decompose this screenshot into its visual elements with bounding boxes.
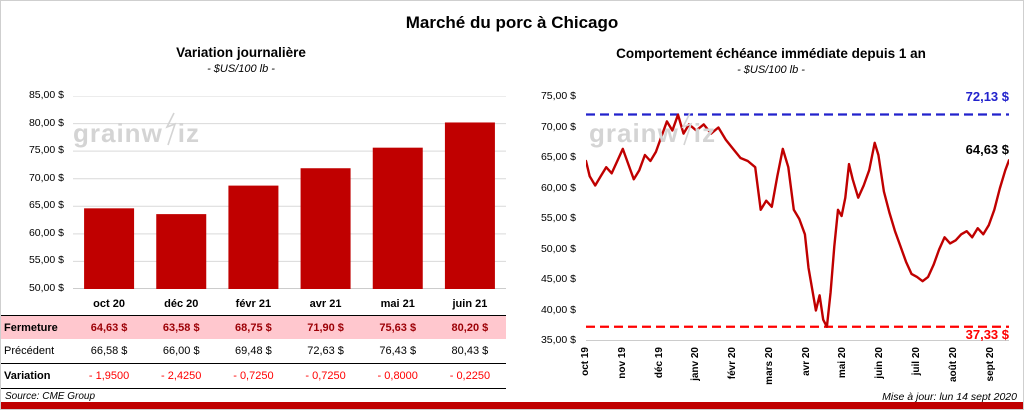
- x-tick-label: janv 20: [690, 347, 702, 381]
- category-label: avr 21: [309, 298, 342, 310]
- bar-chart-plot: [73, 96, 506, 289]
- category-label: oct 20: [93, 298, 125, 310]
- y-tick-label: 45,00 $: [540, 273, 576, 285]
- table-cell: - 1,9500: [88, 370, 130, 382]
- y-tick-label: 85,00 $: [28, 89, 64, 101]
- table-cell: 64,63 $: [90, 321, 128, 334]
- table-row-variation: Variation - 1,9500 - 2,4250 - 0,7250 - 0…: [1, 363, 506, 389]
- bar-chart-title: Variation journalière: [176, 45, 306, 60]
- line-y-axis: 75,00 $ 70,00 $ 65,00 $ 60,00 $ 55,00 $ 50,00…: [513, 1, 579, 409]
- y-tick-label: 65,00 $: [28, 199, 64, 212]
- table-cell: 68,75 $: [235, 321, 272, 334]
- lightning-icon: [681, 112, 693, 146]
- x-tick-label: sept 20: [984, 347, 996, 382]
- table-cell: 66,00 $: [162, 345, 200, 357]
- page-title: Marché du porc à Chicago: [405, 13, 619, 32]
- table-cell: 63,58 $: [162, 321, 200, 334]
- table-cell: 71,90 $: [307, 321, 344, 334]
- high-value-label: 72,13 $: [965, 89, 1009, 104]
- y-tick-label: 50,00 $: [540, 242, 576, 255]
- category-label: déc 20: [164, 298, 199, 310]
- bar-y-axis: 85,00 $ 80,00 $ 75,00 $ 70,00 $ 65,00 $ 60,00…: [1, 1, 67, 409]
- y-tick-label: 70,00 $: [540, 120, 576, 133]
- table-row-precedent: Précédent 66,58 $ 66,00 $ 69,48 $ 72,63 …: [1, 339, 506, 363]
- y-tick-label: 75,00 $: [28, 144, 64, 157]
- y-tick-label: 40,00 $: [540, 303, 576, 316]
- table-cell: 72,63 $: [307, 345, 344, 357]
- x-tick-label: août 20: [947, 347, 959, 383]
- line-chart-title: Comportement échéance immédiate depuis 1…: [616, 46, 926, 61]
- table-row-fermeture: Fermeture 64,63 $ 63,58 $ 68,75 $ 71,90 …: [1, 315, 506, 339]
- y-tick-label: 50,00 $: [28, 282, 64, 294]
- y-tick-label: 55,00 $: [540, 212, 576, 224]
- watermark-text: grainw: [73, 118, 163, 148]
- category-label: juin 21: [452, 298, 488, 310]
- x-tick-label: juil 20: [911, 347, 923, 376]
- bar-chart-subtitle: - $US/100 lb -: [207, 63, 275, 75]
- table-cell: 69,48 $: [235, 345, 272, 357]
- x-tick-label: nov 19: [616, 347, 628, 379]
- row-label: Précédent: [4, 345, 55, 357]
- update-note: Mise à jour: lun 14 sept 2020: [882, 391, 1017, 403]
- watermark: grainw iz: [73, 111, 200, 149]
- low-value-label: 37,33 $: [965, 327, 1009, 342]
- table-cell: - 0,7250: [305, 370, 346, 382]
- last-value-label: 64,63 $: [965, 142, 1009, 157]
- x-tick-label: mai 20: [837, 347, 849, 379]
- table-cell: 76,43 $: [379, 345, 417, 357]
- table-cell: - 0,2250: [449, 370, 491, 382]
- category-label: mai 21: [380, 298, 415, 310]
- line-chart-plot: [586, 113, 1009, 341]
- lightning-icon: [165, 112, 177, 146]
- watermark-text: iz: [177, 118, 201, 148]
- source-note: Source: CME Group: [5, 391, 96, 402]
- y-tick-label: 70,00 $: [28, 171, 64, 184]
- x-tick-label: avr 20: [800, 347, 812, 376]
- table-cell: 66,58 $: [90, 345, 128, 357]
- row-label: Fermeture: [4, 321, 58, 334]
- table-cell: - 2,4250: [161, 370, 202, 382]
- x-tick-label: juin 20: [874, 347, 886, 379]
- y-tick-label: 35,00 $: [540, 334, 576, 346]
- table-cell: - 0,7250: [233, 370, 274, 382]
- watermark-text: iz: [693, 118, 717, 148]
- y-tick-label: 75,00 $: [540, 90, 576, 102]
- watermark-text: grainw: [589, 118, 679, 148]
- table-cell: 80,20 $: [451, 321, 489, 334]
- row-label: Variation: [4, 370, 51, 382]
- category-label: févr 21: [235, 298, 272, 310]
- x-tick-label: déc 19: [653, 347, 665, 379]
- watermark: grainw iz: [589, 111, 716, 149]
- y-tick-label: 65,00 $: [540, 151, 576, 163]
- y-tick-label: 80,00 $: [28, 116, 64, 129]
- table-cell: - 0,8000: [377, 370, 418, 382]
- bottom-accent-bar: [1, 402, 1023, 409]
- x-tick-label: oct 19: [580, 347, 591, 376]
- table-cell: 75,63 $: [379, 321, 417, 334]
- table-cell: 80,43 $: [451, 345, 489, 357]
- y-tick-label: 60,00 $: [28, 226, 64, 239]
- x-tick-label: févr 20: [727, 347, 739, 380]
- y-tick-label: 55,00 $: [28, 254, 64, 267]
- bar-category-row: oct 20 déc 20 févr 21 avr 21 mai 21 juin…: [1, 293, 506, 315]
- y-tick-label: 60,00 $: [540, 181, 576, 194]
- x-tick-label: mars 20: [763, 347, 775, 385]
- line-chart-subtitle: - $US/100 lb -: [737, 64, 805, 76]
